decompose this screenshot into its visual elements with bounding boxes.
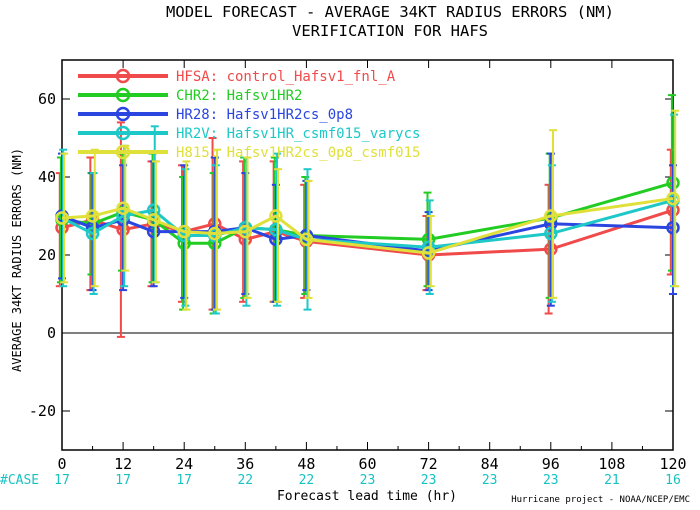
y-axis-label: AVERAGE 34KT RADIUS ERRORS (NM) bbox=[10, 148, 24, 372]
case-count: 22 bbox=[237, 473, 253, 488]
data-point bbox=[116, 201, 130, 215]
data-point bbox=[55, 211, 69, 225]
x-tick-label: 12 bbox=[114, 455, 132, 473]
x-tick-label: 60 bbox=[358, 455, 376, 473]
plot-area: 0 12 24 36 48 60 72 84 96 108 120 -20 0 20 40 60 17 17 17 2… bbox=[29, 59, 687, 488]
data-point bbox=[146, 213, 161, 227]
chart-subtitle: VERIFICATION FOR HAFS bbox=[292, 22, 488, 40]
y-tick-label: 40 bbox=[38, 168, 56, 186]
y-tick-label: 20 bbox=[38, 246, 56, 264]
case-count: 17 bbox=[176, 473, 192, 488]
legend-marker bbox=[115, 68, 131, 84]
x-tick-label: 48 bbox=[297, 455, 315, 473]
x-tick-label: 36 bbox=[236, 455, 254, 473]
data-point bbox=[544, 209, 558, 223]
case-label: #CASE bbox=[0, 473, 39, 488]
data-point bbox=[85, 209, 100, 223]
case-count: 23 bbox=[543, 473, 559, 488]
data-point bbox=[421, 246, 436, 260]
data-point bbox=[269, 222, 283, 237]
data-point bbox=[299, 232, 314, 247]
legend-marker bbox=[115, 125, 131, 141]
data-point bbox=[116, 209, 130, 223]
legend-marker bbox=[115, 87, 131, 103]
legend-entry: H815: Hafsv1HR2cs_0p8_csmf015 bbox=[78, 144, 420, 161]
data-point bbox=[238, 224, 253, 239]
x-tick-label: 120 bbox=[659, 455, 686, 473]
series-hr28 bbox=[55, 152, 680, 311]
x-tick-label: 24 bbox=[175, 455, 193, 473]
case-count: 23 bbox=[482, 473, 498, 488]
y-tick-label: 0 bbox=[47, 324, 56, 342]
credit-text: Hurricane project - NOAA/NCEP/EMC bbox=[511, 495, 690, 505]
legend-entry: HR2V: Hafsv1HR_csmf015_varycs bbox=[78, 125, 420, 142]
legend-marker bbox=[115, 144, 131, 160]
x-tick-label: 72 bbox=[420, 455, 438, 473]
data-point bbox=[208, 226, 222, 241]
case-count: 16 bbox=[665, 473, 681, 488]
legend-entry: HR28: Hafsv1HR2cs_0p8 bbox=[78, 106, 353, 123]
legend-entry: CHR2: Hafsv1HR2 bbox=[78, 87, 302, 104]
data-point bbox=[85, 226, 100, 241]
case-count: 17 bbox=[54, 473, 70, 488]
case-count: 17 bbox=[115, 473, 131, 488]
legend-label: HR28: Hafsv1HR2cs_0p8 bbox=[176, 107, 353, 123]
data-point bbox=[544, 226, 558, 241]
y-tick-label: -20 bbox=[29, 402, 56, 420]
x-tick-label: 0 bbox=[57, 455, 66, 473]
legend-marker bbox=[115, 106, 131, 122]
data-point bbox=[177, 224, 191, 239]
data-point bbox=[666, 191, 680, 206]
case-count: 21 bbox=[604, 473, 620, 488]
legend-entry: HFSA: control_Hafsv1_fnl_A bbox=[78, 68, 396, 85]
legend-label: H815: Hafsv1HR2cs_0p8_csmf015 bbox=[176, 145, 420, 161]
x-axis-label: Forecast lead time (hr) bbox=[277, 489, 457, 504]
legend-label: CHR2: Hafsv1HR2 bbox=[176, 88, 302, 104]
legend-label: HR2V: Hafsv1HR_csmf015_varycs bbox=[176, 126, 420, 142]
y-tick-label: 60 bbox=[38, 90, 56, 108]
x-tick-label: 108 bbox=[598, 455, 625, 473]
data-point bbox=[269, 209, 283, 223]
case-count: 22 bbox=[299, 473, 315, 488]
data-point bbox=[666, 220, 680, 235]
case-count: 23 bbox=[360, 473, 376, 488]
x-tick-label: 84 bbox=[481, 455, 499, 473]
case-count: 23 bbox=[421, 473, 437, 488]
x-tick-label: 96 bbox=[542, 455, 560, 473]
chart-title: MODEL FORECAST - AVERAGE 34KT RADIUS ERR… bbox=[166, 3, 614, 21]
series-h815 bbox=[55, 109, 680, 311]
legend-label: HFSA: control_Hafsv1_fnl_A bbox=[176, 69, 396, 85]
